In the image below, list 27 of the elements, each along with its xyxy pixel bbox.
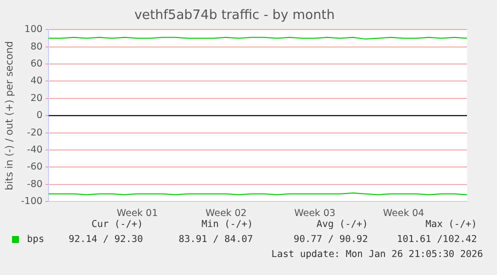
- x-tick-label: Week 01: [116, 208, 158, 219]
- text: 83.91 / 84.07: [178, 234, 253, 245]
- legend-label: bps: [27, 234, 44, 245]
- y-tick-label: 40: [30, 76, 43, 87]
- x-tick-label: Week 02: [206, 208, 247, 219]
- chart-title: vethf5ab74b traffic - by month: [134, 8, 335, 24]
- y-tick-label: 60: [30, 58, 43, 70]
- text: Last update: Mon Jan 26 21:05:30 2026: [271, 249, 483, 260]
- text: 101.61 /102.42: [396, 234, 477, 245]
- y-tick-label: 0: [36, 110, 43, 122]
- y-tick-label: -100: [21, 196, 43, 208]
- x-tick-label: Week 03: [294, 208, 336, 219]
- text: Avg (-/+): [316, 219, 368, 230]
- text: Cur (-/+): [92, 219, 143, 230]
- y-tick-label: 20: [30, 92, 43, 104]
- y-tick-label: -20: [27, 127, 43, 138]
- text: Min (-/+): [202, 219, 253, 230]
- x-tick-label: Week 04: [383, 208, 424, 219]
- y-tick-label: -80: [27, 178, 43, 190]
- y-axis-title: bits in (-) / out (+) per second: [4, 40, 16, 190]
- text: 92.14 / 92.30: [68, 234, 143, 245]
- y-tick-label: -40: [27, 144, 43, 156]
- y-tick-label: -60: [27, 162, 43, 173]
- y-tick-label: 100: [24, 24, 43, 36]
- text: Max (-/+): [426, 219, 477, 230]
- text: 90.77 / 90.92: [294, 234, 368, 245]
- y-tick-label: 80: [30, 41, 43, 52]
